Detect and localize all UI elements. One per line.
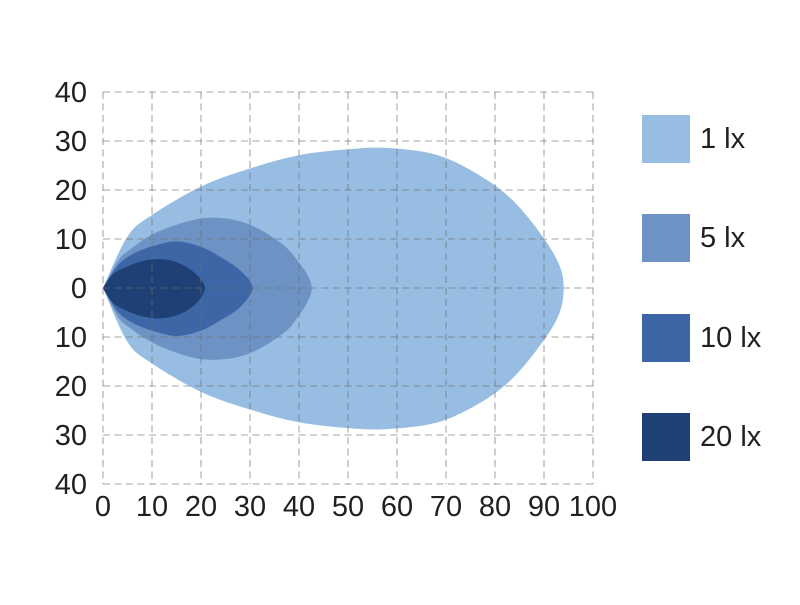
y-tick-label: 20 (55, 371, 87, 403)
x-tick-label: 10 (136, 491, 168, 523)
contour-fills (103, 147, 564, 430)
legend-label: 10 lx (700, 321, 762, 354)
x-tick-label: 90 (528, 491, 560, 523)
x-tick-label: 50 (332, 491, 364, 523)
legend-swatch (642, 313, 690, 362)
x-tick-label: 0 (95, 491, 111, 523)
x-tick-label: 70 (430, 491, 462, 523)
legend-item: 5 lx (642, 214, 746, 263)
legend-label: 1 lx (700, 123, 746, 155)
y-tick-label: 10 (55, 322, 87, 354)
legend-label: 20 lx (700, 420, 762, 453)
x-tick-label: 30 (234, 491, 266, 523)
contour-20-lx (103, 259, 205, 319)
legend-item: 20 lx (642, 412, 762, 461)
y-tick-label: 40 (55, 77, 87, 109)
y-tick-label: 40 (55, 469, 87, 501)
y-tick-label: 0 (71, 273, 87, 305)
legend-label: 5 lx (700, 222, 746, 255)
x-tick-label: 20 (185, 491, 217, 523)
x-tick-label: 60 (381, 491, 413, 523)
y-tick-label: 30 (55, 126, 87, 158)
legend-item: 1 lx (642, 115, 745, 163)
y-tick-label: 20 (55, 175, 87, 207)
legend-swatch (642, 115, 690, 163)
x-tick-label: 80 (479, 491, 511, 523)
legend-swatch (642, 214, 690, 263)
grid (102, 91, 594, 485)
y-tick-label: 30 (55, 420, 87, 452)
y-tick-label: 10 (55, 224, 87, 256)
x-tick-label: 40 (283, 491, 315, 523)
legend-swatch (642, 412, 690, 461)
x-tick-label: 100 (569, 491, 617, 523)
legend-item: 10 lx (642, 313, 762, 362)
